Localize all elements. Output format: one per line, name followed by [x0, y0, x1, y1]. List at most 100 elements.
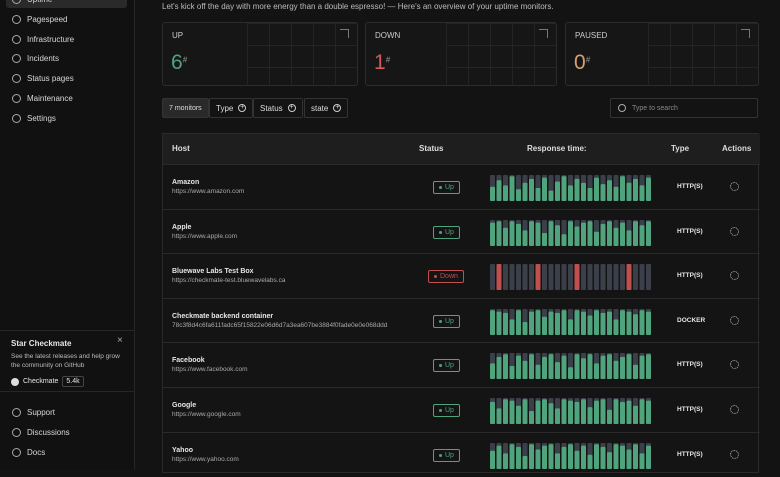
nav-icon: [12, 34, 21, 44]
chip-label: Type: [216, 103, 234, 113]
monitor-row[interactable]: Amazon https://www.amazon.com Up HTTP(S): [163, 164, 760, 209]
nav-icon: [12, 113, 21, 123]
response-bar: [535, 222, 541, 246]
nav-label: Support: [27, 408, 56, 417]
host-name: Yahoo: [172, 446, 194, 454]
monitor-row[interactable]: Apple https://www.apple.com Up HTTP(S): [163, 208, 760, 254]
response-bar: [587, 454, 593, 469]
settings-gear[interactable]: [730, 226, 739, 236]
monitor-row[interactable]: Facebook https://www.facebook.com Up HTTP(S…: [163, 342, 760, 387]
host-name: Checkmate backend container: [172, 312, 274, 320]
settings-gear[interactable]: [730, 271, 739, 281]
nav-item[interactable]: Uptime: [12, 0, 52, 4]
response-bar: [522, 321, 528, 335]
bar-slot: [542, 264, 547, 291]
nav-item[interactable]: Incidents: [12, 54, 59, 64]
status-label: Up: [445, 407, 454, 414]
response-bar: [561, 176, 567, 201]
settings-gear[interactable]: [730, 449, 739, 459]
response-bar: [516, 310, 521, 335]
nav-item[interactable]: Pagespeed: [12, 14, 68, 24]
response-bar: [503, 185, 508, 201]
response-bar: [639, 185, 645, 201]
bar-slot: [529, 264, 534, 291]
response-bar: [522, 229, 528, 246]
response-bar: [529, 220, 534, 246]
stat-value-wrap: 1#: [374, 51, 390, 75]
status-dot: [439, 409, 442, 412]
response-bar: [490, 186, 495, 201]
response-bar: [555, 181, 560, 201]
search[interactable]: Type to search: [610, 98, 758, 118]
response-bar: [581, 399, 586, 424]
response-bar: [555, 312, 560, 335]
monitor-row[interactable]: Checkmate backend container 78c3f8d4c6fa6…: [163, 297, 760, 343]
response-bar: [490, 310, 495, 335]
response-bar: [587, 220, 593, 246]
stat-suffix: #: [385, 55, 391, 65]
status-badge: Up: [433, 225, 460, 239]
settings-gear[interactable]: [730, 360, 739, 370]
sidebar: Star Checkmate × See the latest releases…: [0, 0, 135, 470]
nav-item[interactable]: Settings: [12, 113, 56, 123]
response-bar: [509, 443, 515, 469]
github-label: Checkmate: [23, 378, 59, 385]
settings-gear[interactable]: [730, 405, 739, 414]
nav-item[interactable]: Support: [12, 408, 55, 417]
filter-chip[interactable]: Type +: [209, 98, 254, 118]
intro: Let's kick off the day with more energy …: [162, 2, 554, 11]
stat-suffix: #: [182, 55, 188, 65]
response-bar: [561, 310, 567, 335]
nav-item[interactable]: Status pages: [12, 74, 74, 84]
response-bar: [620, 357, 625, 380]
response-bar: [633, 178, 638, 201]
response-bar: [600, 223, 606, 246]
settings-gear[interactable]: [730, 315, 739, 325]
response-bar: [600, 355, 606, 380]
response-bar: [496, 180, 502, 201]
response-bars: [490, 308, 651, 335]
response-bar: [626, 311, 632, 335]
card-grid: [247, 23, 357, 85]
status-badge: Down: [428, 270, 464, 284]
promo-close[interactable]: ×: [117, 335, 123, 346]
response-bar: [496, 357, 502, 380]
stat-card: UP 6#: [162, 22, 358, 86]
response-bar: [496, 264, 502, 291]
settings-gear[interactable]: [730, 182, 739, 191]
promo-title: Star Checkmate: [11, 339, 72, 348]
nav-item[interactable]: Maintenance: [12, 94, 73, 103]
response-bar: [496, 220, 502, 246]
nav-label: Pagespeed: [27, 14, 68, 24]
bar-slot: [509, 264, 515, 291]
response-bar: [503, 354, 508, 380]
nav-label: Uptime: [27, 0, 52, 4]
monitor-row[interactable]: Yahoo https://www.yahoo.com Up HTTP(S): [163, 431, 760, 477]
response-bar: [594, 363, 599, 380]
stat-value: 0: [574, 51, 586, 74]
response-bar: [529, 443, 534, 469]
stat-value: 1: [374, 51, 386, 74]
response-bar: [568, 400, 573, 424]
stat-suffix: #: [585, 55, 591, 65]
nav-icon: [12, 94, 21, 103]
nav-item[interactable]: Discussions: [12, 428, 70, 437]
nav-item[interactable]: Docs: [12, 448, 45, 457]
bar-slot: [613, 264, 619, 291]
nav-item[interactable]: Infrastructure: [12, 34, 74, 44]
monitor-row[interactable]: Bluewave Labs Test Box https://checkmate-…: [163, 253, 760, 298]
filter-chip[interactable]: state +: [304, 98, 349, 118]
host-name: Google: [172, 402, 197, 409]
response-bar: [548, 220, 554, 246]
response-bar: [646, 354, 651, 380]
response-bar: [626, 354, 632, 380]
host-url: https://www.google.com: [172, 411, 241, 418]
response-bar: [542, 316, 547, 335]
filter-chip[interactable]: Status +: [253, 98, 303, 118]
nav-icon: [12, 428, 21, 437]
github-button[interactable]: Checkmate 5.4k: [11, 376, 84, 387]
response-bars: [490, 175, 651, 201]
response-bars: [490, 264, 651, 291]
monitor-row[interactable]: Google https://www.google.com Up HTTP(S): [163, 387, 760, 432]
response-bar: [548, 190, 554, 201]
